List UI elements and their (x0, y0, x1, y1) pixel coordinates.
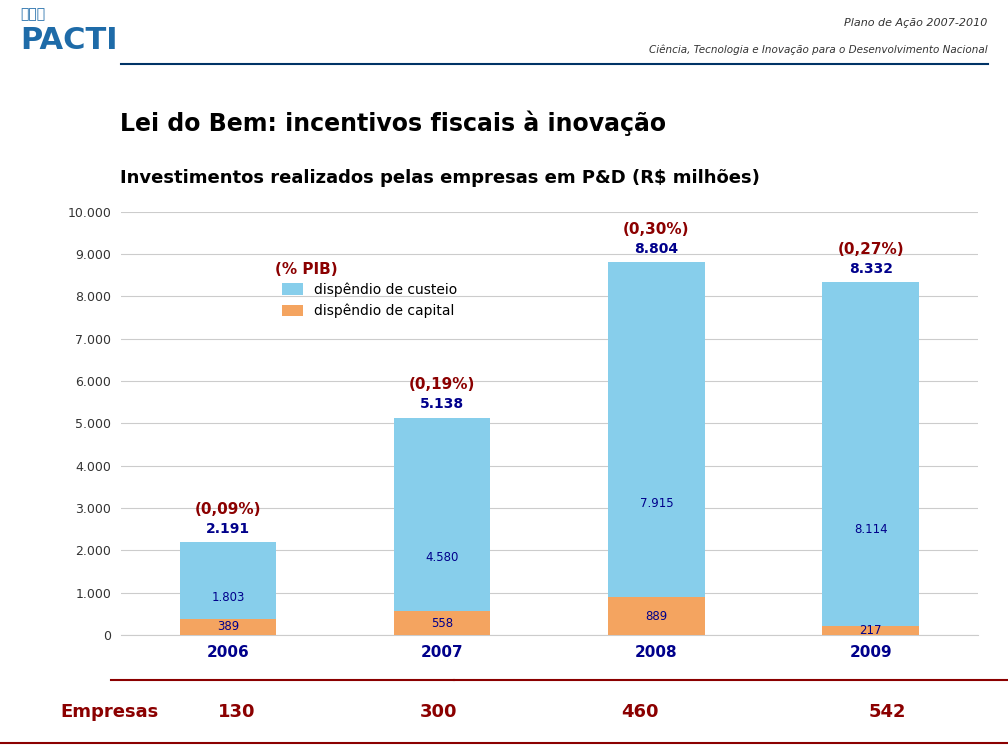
Text: 2.191: 2.191 (206, 522, 250, 536)
Text: Plano de Ação 2007-2010: Plano de Ação 2007-2010 (845, 17, 988, 28)
Text: 389: 389 (217, 621, 239, 634)
Text: 558: 558 (431, 617, 454, 630)
Text: Lei do Bem: incentivos fiscais à inovação: Lei do Bem: incentivos fiscais à inovaçã… (120, 110, 665, 135)
Bar (608, 597, 705, 635)
Text: Investimentos realizados pelas empresas em P&D (R$ milhões): Investimentos realizados pelas empresas … (120, 169, 759, 187)
Text: (0,19%): (0,19%) (409, 377, 476, 392)
Bar (394, 612, 491, 635)
Text: 300: 300 (419, 702, 458, 720)
Text: 4.580: 4.580 (425, 550, 459, 564)
Legend: dispêndio de custeio, dispêndio de capital: dispêndio de custeio, dispêndio de capit… (282, 282, 458, 318)
Bar (179, 618, 276, 635)
Text: (0,09%): (0,09%) (195, 502, 261, 517)
Bar (823, 282, 919, 626)
Text: 8.804: 8.804 (634, 242, 678, 256)
Text: Ciência, Tecnologia e Inovação para o Desenvolvimento Nacional: Ciência, Tecnologia e Inovação para o De… (649, 45, 988, 55)
Text: 1.803: 1.803 (212, 590, 245, 604)
Text: 7.915: 7.915 (640, 497, 673, 510)
Text: 542: 542 (868, 702, 906, 720)
Text: 5.138: 5.138 (420, 397, 465, 411)
Text: Empresas: Empresas (60, 702, 158, 720)
Bar (608, 262, 705, 597)
Text: 8.332: 8.332 (849, 262, 893, 276)
Text: (% PIB): (% PIB) (275, 262, 338, 277)
Bar (394, 417, 491, 612)
Text: (0,30%): (0,30%) (623, 222, 689, 237)
Text: 〜〜〜: 〜〜〜 (20, 8, 45, 21)
Text: (0,27%): (0,27%) (838, 242, 904, 257)
Text: PACTI: PACTI (20, 26, 118, 55)
Text: 460: 460 (621, 702, 659, 720)
Text: 8.114: 8.114 (854, 523, 887, 536)
Text: 217: 217 (860, 624, 882, 637)
Bar (823, 626, 919, 635)
Text: 889: 889 (645, 610, 667, 623)
Text: 130: 130 (218, 702, 256, 720)
Bar (179, 542, 276, 618)
